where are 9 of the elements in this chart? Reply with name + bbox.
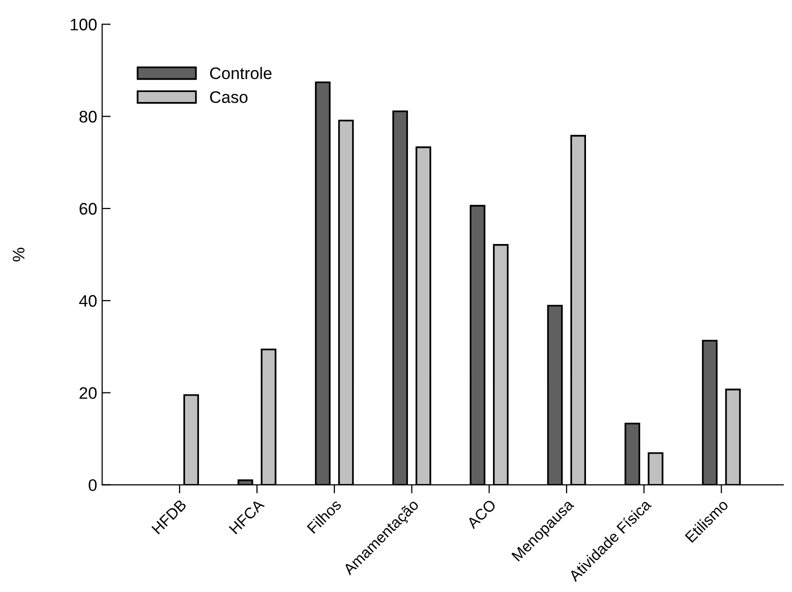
legend-label: Controle (210, 66, 272, 80)
y-tick-label: 20 (80, 387, 97, 399)
legend-label: Caso (210, 91, 248, 104)
y-tick-label: 60 (80, 202, 97, 215)
y-tick-label: 40 (79, 295, 97, 307)
y-tick-label: 80 (79, 110, 97, 123)
y-axis-title: % (12, 248, 24, 262)
y-tick-label: 100 (70, 18, 97, 30)
y-tick-label: 0 (88, 479, 97, 492)
